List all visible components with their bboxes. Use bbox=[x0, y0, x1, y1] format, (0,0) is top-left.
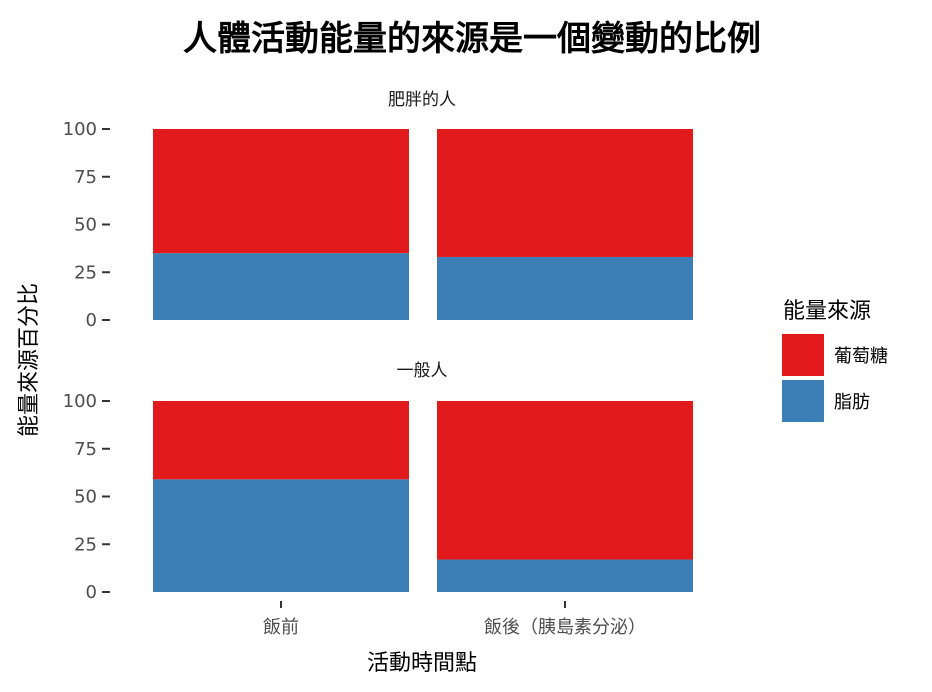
y-tick-label: 100 bbox=[63, 391, 97, 412]
y-tick-label: 75 bbox=[74, 439, 97, 460]
x-tick-label: 飯前 bbox=[263, 617, 299, 638]
bar-glucose-facet0-cat1 bbox=[437, 129, 693, 257]
legend: 能量來源 葡萄糖 脂肪 bbox=[782, 299, 888, 422]
legend-swatch-fat bbox=[782, 380, 824, 422]
bar-glucose-facet1-cat1 bbox=[437, 401, 693, 560]
y-axis-title: 能量來源百分比 bbox=[17, 283, 42, 437]
legend-swatch-glucose bbox=[782, 334, 824, 376]
x-axis-layer: 飯前 飯後（胰島素分泌） bbox=[263, 601, 646, 638]
facet-label-obese: 肥胖的人 bbox=[388, 90, 456, 110]
y-tick-label: 0 bbox=[86, 310, 97, 331]
bar-fat-facet1-cat0 bbox=[153, 479, 409, 592]
x-axis-title: 活動時間點 bbox=[367, 651, 477, 676]
bar-fat-facet0-cat1 bbox=[437, 256, 693, 320]
facet-label-normal: 一般人 bbox=[397, 361, 448, 381]
y-tick-label: 25 bbox=[74, 262, 97, 283]
y-tick-label: 75 bbox=[74, 167, 97, 188]
x-tick-label: 飯後（胰島素分泌） bbox=[484, 617, 646, 638]
bar-fat-facet1-cat1 bbox=[437, 559, 693, 592]
y-tick-label: 0 bbox=[86, 582, 97, 603]
y-tick-label: 25 bbox=[74, 534, 97, 555]
y-tick-label: 100 bbox=[63, 119, 97, 140]
y-axes-layer: 0 25 50 75 100 0 25 50 75 100 bbox=[63, 119, 110, 603]
legend-label-fat: 脂肪 bbox=[834, 392, 870, 413]
bar-glucose-facet0-cat0 bbox=[153, 129, 409, 254]
chart-title: 人體活動能量的來源是一個變動的比例 bbox=[183, 19, 761, 59]
legend-label-glucose: 葡萄糖 bbox=[834, 346, 888, 367]
y-tick-label: 50 bbox=[74, 215, 97, 236]
bar-fat-facet0-cat0 bbox=[153, 253, 409, 320]
y-tick-label: 50 bbox=[74, 487, 97, 508]
legend-title: 能量來源 bbox=[783, 299, 871, 324]
bar-glucose-facet1-cat0 bbox=[153, 401, 409, 480]
bars-layer bbox=[153, 129, 693, 592]
